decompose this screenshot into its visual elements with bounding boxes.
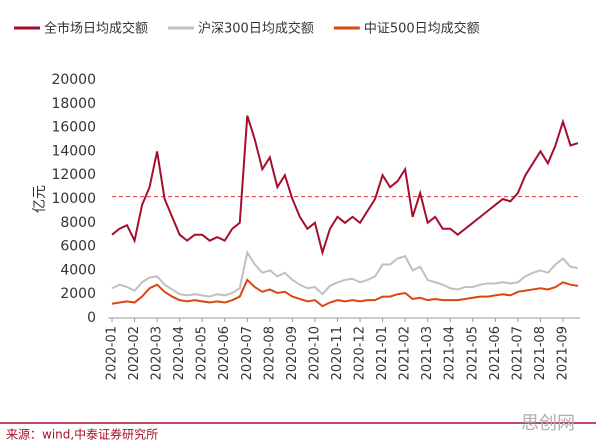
- y-tick-label: 2000: [60, 286, 96, 302]
- x-tick-label: 2021-05: [465, 326, 480, 380]
- x-tick-label: 2020-12: [353, 326, 368, 380]
- y-tick-label: 6000: [60, 239, 96, 255]
- y-tick-label: 20000: [51, 72, 96, 88]
- series-line: [111, 249, 579, 298]
- y-axis-label: 亿元: [32, 185, 48, 213]
- x-tick-label: 2020-02: [127, 326, 142, 380]
- y-tick-label: 18000: [51, 96, 96, 112]
- x-tick-label: 2021-06: [488, 326, 503, 380]
- x-tick-label: 2020-08: [262, 326, 277, 380]
- x-tick-label: 2021-03: [420, 326, 435, 380]
- series-line: [111, 278, 579, 308]
- x-tick-label: 2020-05: [195, 326, 210, 380]
- x-tick-label: 2020-03: [150, 326, 165, 380]
- x-tick-label: 2021-01: [375, 326, 390, 380]
- x-tick-label: 2020-09: [285, 326, 300, 380]
- x-tick-label: 2020-07: [240, 326, 255, 380]
- x-tick-label: 2020-01: [105, 326, 120, 380]
- legend-label: 沪深300日均成交额: [198, 21, 314, 37]
- y-tick-label: 0: [87, 310, 96, 326]
- y-tick-label: 12000: [51, 167, 96, 183]
- source: 来源：wind,中泰证券研究所: [6, 427, 158, 442]
- legend-label: 全市场日均成交额: [44, 21, 148, 37]
- x-tick-label: 2020-11: [330, 326, 345, 380]
- y-tick-label: 10000: [51, 191, 96, 207]
- x-tick-label: 2021-09: [555, 326, 570, 380]
- x-tick-label: 2021-07: [510, 326, 525, 380]
- x-tick-label: 2020-06: [217, 326, 232, 380]
- y-tick-label: 8000: [60, 215, 96, 231]
- x-tick-label: 2021-02: [398, 326, 413, 380]
- y-tick-label: 14000: [51, 143, 96, 159]
- x-tick-label: 2020-04: [172, 326, 187, 380]
- watermark: 思创网: [521, 413, 575, 434]
- y-tick-label: 4000: [60, 262, 96, 278]
- legend-label: 中证500日均成交额: [364, 21, 480, 37]
- x-tick-label: 2021-04: [443, 326, 458, 380]
- series-line: [111, 115, 579, 257]
- x-tick-label: 2020-10: [307, 326, 322, 380]
- y-tick-label: 16000: [51, 120, 96, 136]
- x-tick-label: 2021-08: [533, 326, 548, 380]
